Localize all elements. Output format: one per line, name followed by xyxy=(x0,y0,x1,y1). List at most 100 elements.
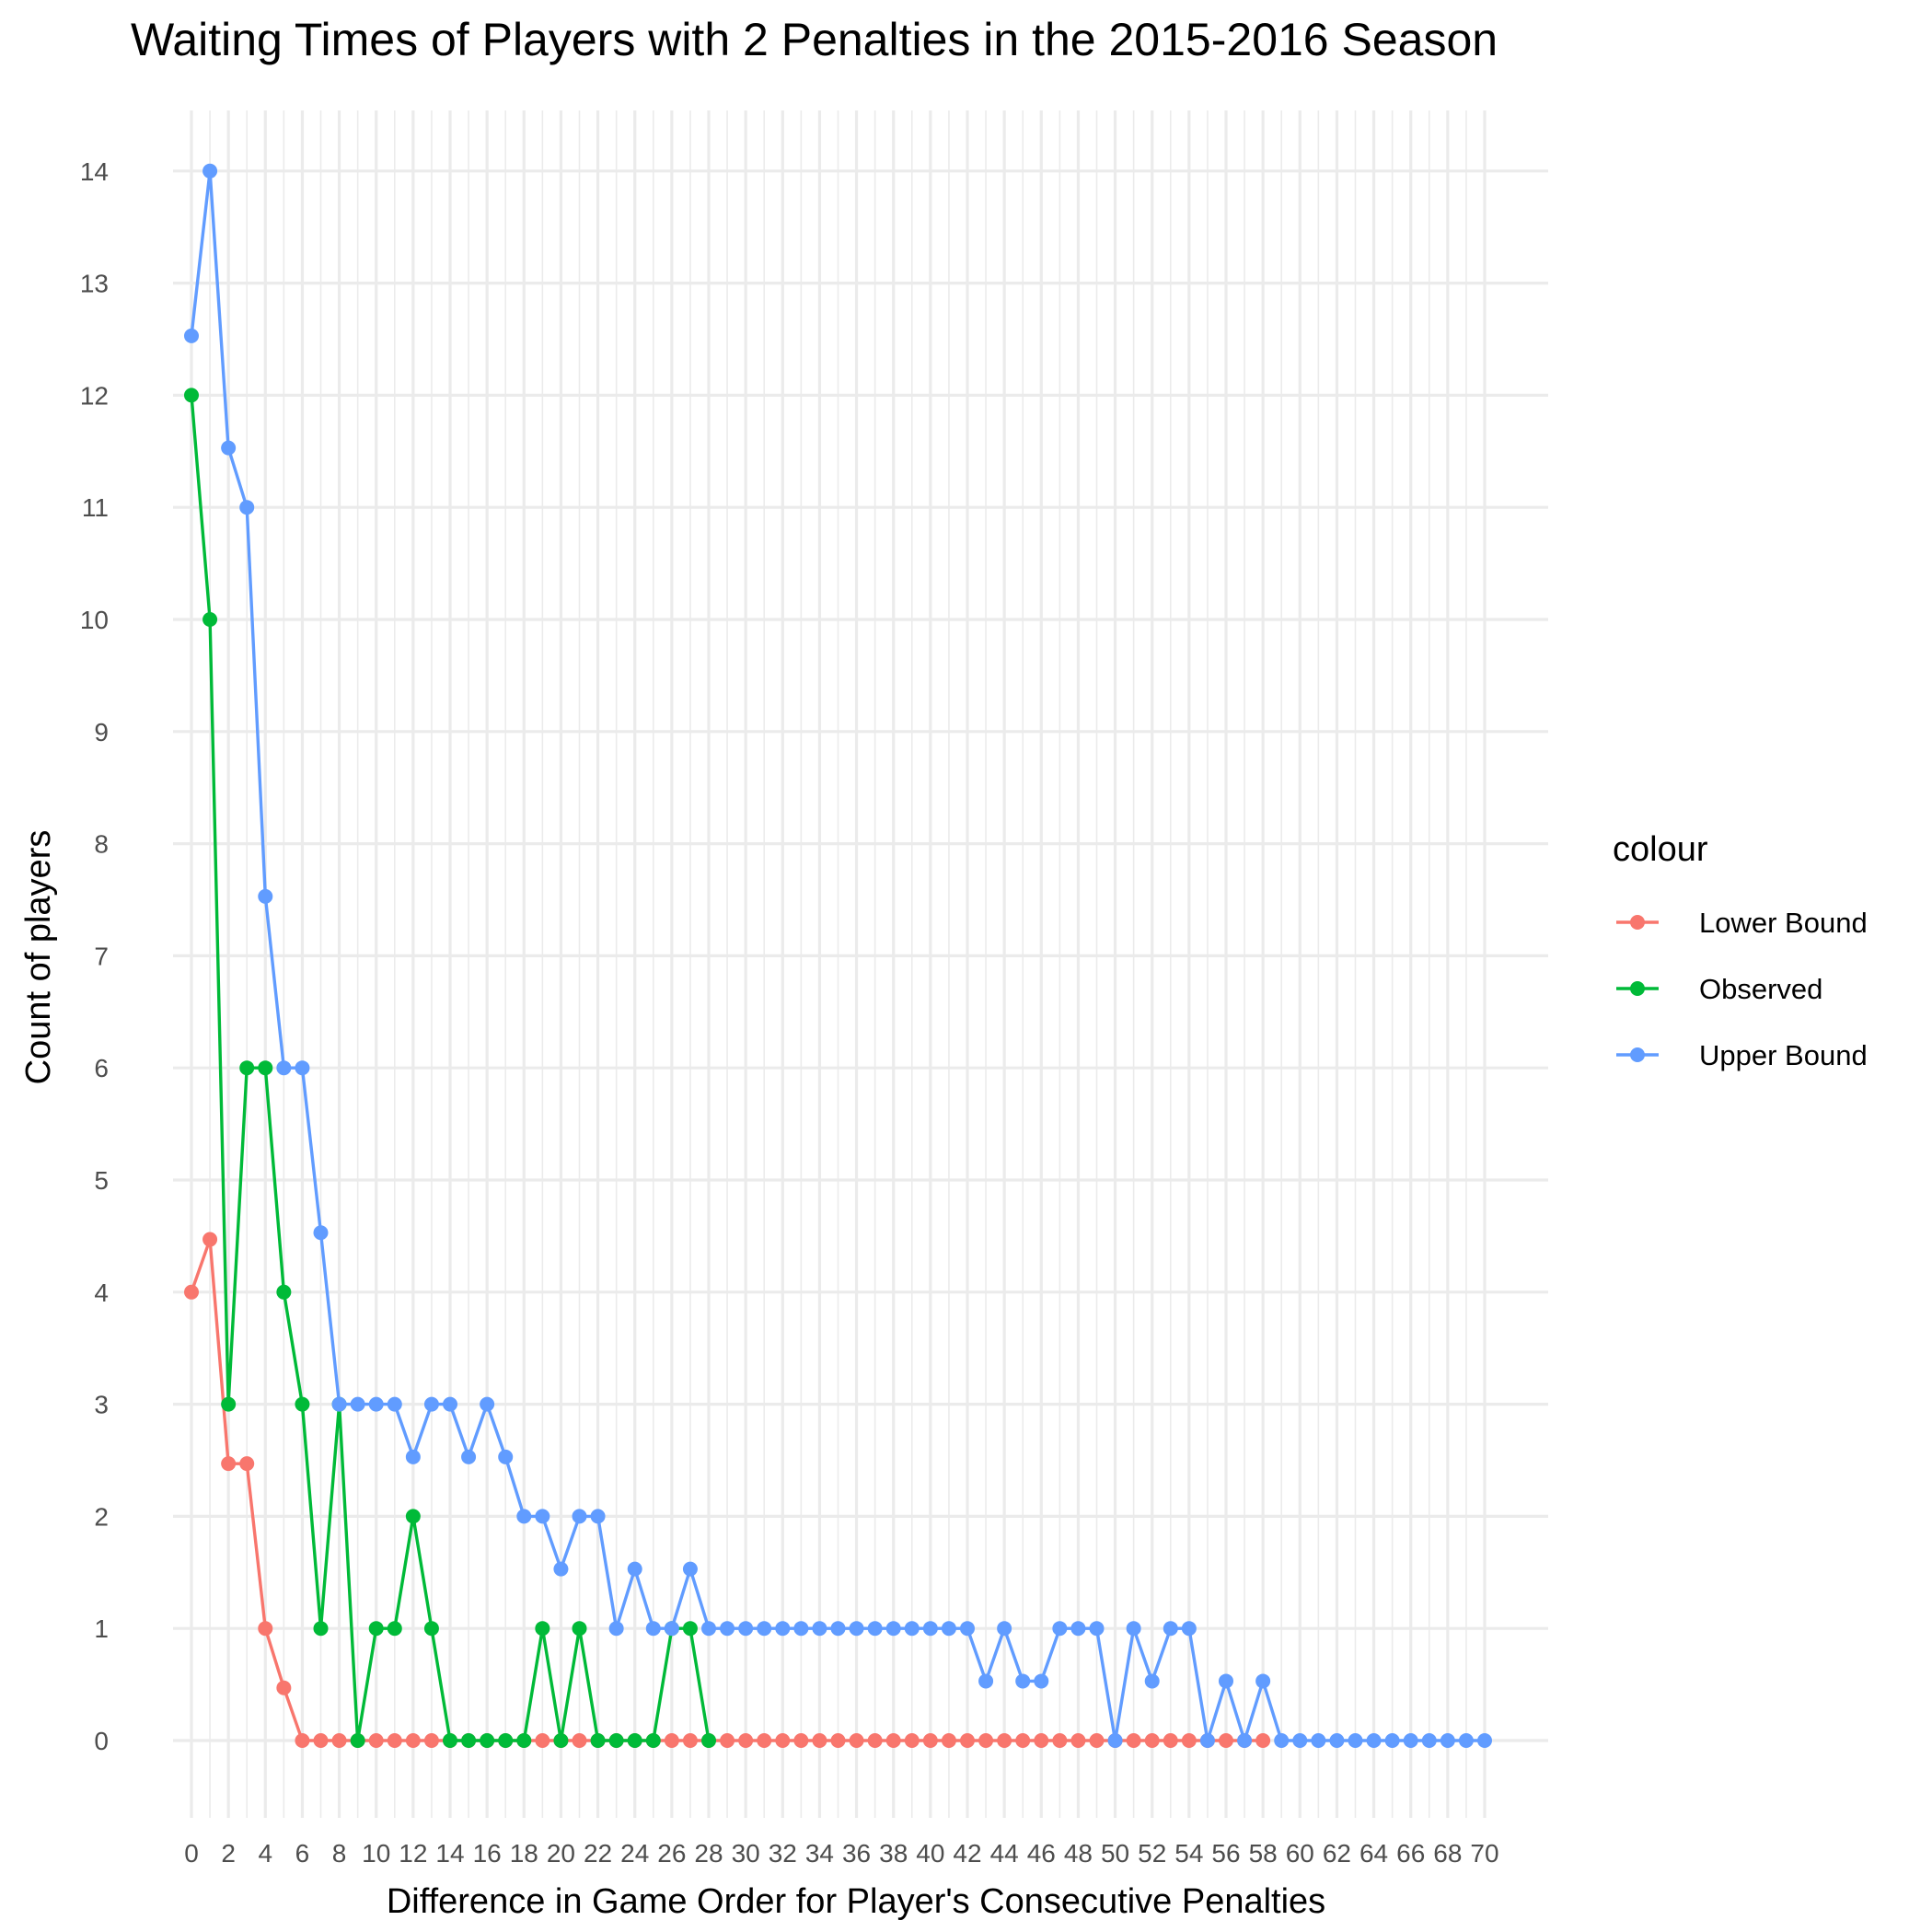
upper-bound-point xyxy=(1440,1733,1455,1748)
observed-point xyxy=(202,612,218,627)
upper-bound-point xyxy=(720,1621,735,1637)
x-tick-label: 40 xyxy=(916,1839,944,1868)
x-tick-label: 56 xyxy=(1211,1839,1240,1868)
x-tick-label: 20 xyxy=(547,1839,575,1868)
x-tick-label: 34 xyxy=(805,1839,834,1868)
lower-bound-point xyxy=(239,1456,255,1472)
lower-bound-point xyxy=(387,1733,402,1748)
observed-point xyxy=(461,1733,477,1748)
lower-bound-point xyxy=(885,1733,901,1748)
x-tick-label: 12 xyxy=(399,1839,427,1868)
upper-bound-point xyxy=(1384,1733,1400,1748)
observed-point xyxy=(221,1396,237,1412)
upper-bound-point xyxy=(1089,1621,1105,1637)
lower-bound-point xyxy=(535,1733,550,1748)
upper-bound-point xyxy=(1015,1673,1031,1689)
lower-bound-point xyxy=(775,1733,791,1748)
chart-title: Waiting Times of Players with 2 Penaltie… xyxy=(131,14,1498,65)
lower-bound-point xyxy=(830,1733,846,1748)
lower-bound-point xyxy=(1052,1733,1068,1748)
x-tick-label: 0 xyxy=(184,1839,199,1868)
x-tick-label: 8 xyxy=(332,1839,347,1868)
upper-bound-point xyxy=(498,1449,514,1464)
y-tick-label: 7 xyxy=(94,942,109,970)
lower-bound-point xyxy=(1144,1733,1160,1748)
upper-bound-point xyxy=(516,1509,532,1524)
lower-bound-point xyxy=(664,1733,679,1748)
lower-bound-point xyxy=(867,1733,883,1748)
upper-bound-point xyxy=(682,1561,698,1577)
x-tick-label: 22 xyxy=(584,1839,612,1868)
x-tick-label: 70 xyxy=(1470,1839,1498,1868)
x-tick-label: 18 xyxy=(510,1839,538,1868)
observed-point xyxy=(572,1621,587,1637)
upper-bound-point xyxy=(978,1673,994,1689)
upper-bound-point xyxy=(258,888,273,904)
upper-bound-point xyxy=(997,1621,1012,1637)
y-tick-label: 0 xyxy=(94,1727,109,1755)
upper-bound-point xyxy=(1052,1621,1068,1637)
upper-bound-point xyxy=(627,1561,642,1577)
lower-bound-point xyxy=(295,1733,310,1748)
lower-bound-point xyxy=(1163,1733,1178,1748)
lower-bound-point xyxy=(202,1232,218,1247)
lower-bound-point xyxy=(368,1733,384,1748)
lower-bound-point xyxy=(331,1733,347,1748)
upper-bound-point xyxy=(1034,1673,1049,1689)
lower-bound-point xyxy=(313,1733,329,1748)
upper-bound-point xyxy=(1329,1733,1345,1748)
lower-bound-point xyxy=(1015,1733,1031,1748)
observed-point xyxy=(590,1733,606,1748)
observed-point xyxy=(443,1733,457,1748)
observed-series xyxy=(184,388,716,1748)
upper-bound-point xyxy=(608,1621,624,1637)
upper-bound-point xyxy=(1292,1733,1308,1748)
upper-bound-point xyxy=(738,1621,754,1637)
legend: colour Lower Bound Observed Upper Bound xyxy=(1613,830,1868,1071)
lower-bound-point xyxy=(1034,1733,1049,1748)
x-tick-label: 16 xyxy=(473,1839,502,1868)
lower-bound-point xyxy=(738,1733,754,1748)
upper-bound-point xyxy=(368,1396,384,1412)
upper-bound-point xyxy=(202,163,218,179)
upper-bound-point xyxy=(461,1449,477,1464)
upper-bound-point xyxy=(1107,1733,1123,1748)
upper-bound-point xyxy=(572,1509,587,1524)
x-tick-label: 54 xyxy=(1174,1839,1203,1868)
y-tick-label: 2 xyxy=(94,1502,109,1531)
upper-bound-point xyxy=(276,1060,292,1076)
upper-bound-point xyxy=(1144,1673,1160,1689)
lower-bound-point xyxy=(720,1733,735,1748)
y-tick-label: 10 xyxy=(80,606,109,634)
upper-bound-point xyxy=(331,1396,347,1412)
x-tick-label: 44 xyxy=(990,1839,1019,1868)
upper-bound-point xyxy=(757,1621,772,1637)
upper-bound-point xyxy=(1126,1621,1141,1637)
observed-point xyxy=(313,1621,329,1637)
legend-label: Lower Bound xyxy=(1699,907,1868,939)
upper-bound-point xyxy=(443,1396,457,1412)
upper-bound-point xyxy=(1421,1733,1437,1748)
y-tick-label: 6 xyxy=(94,1054,109,1082)
upper-bound-point xyxy=(405,1449,421,1464)
lower-bound-point xyxy=(258,1621,273,1637)
y-tick-label: 8 xyxy=(94,830,109,859)
lower-bound-point xyxy=(221,1456,237,1472)
x-tick-label: 6 xyxy=(295,1839,310,1868)
x-tick-label: 52 xyxy=(1138,1839,1166,1868)
x-tick-label: 14 xyxy=(435,1839,464,1868)
observed-point xyxy=(516,1733,532,1748)
lower-bound-point xyxy=(1181,1733,1197,1748)
upper-bound-point xyxy=(1366,1733,1382,1748)
lower-bound-point xyxy=(1255,1733,1271,1748)
observed-point xyxy=(553,1733,569,1748)
upper-bound-point xyxy=(849,1621,864,1637)
legend-items: Lower Bound Observed Upper Bound xyxy=(1616,907,1868,1071)
upper-bound-point xyxy=(1403,1733,1418,1748)
upper-bound-point xyxy=(387,1396,402,1412)
y-tick-label: 5 xyxy=(94,1166,109,1195)
lower-bound-point xyxy=(941,1733,956,1748)
upper-bound-point xyxy=(701,1621,716,1637)
x-tick-label: 62 xyxy=(1323,1839,1351,1868)
